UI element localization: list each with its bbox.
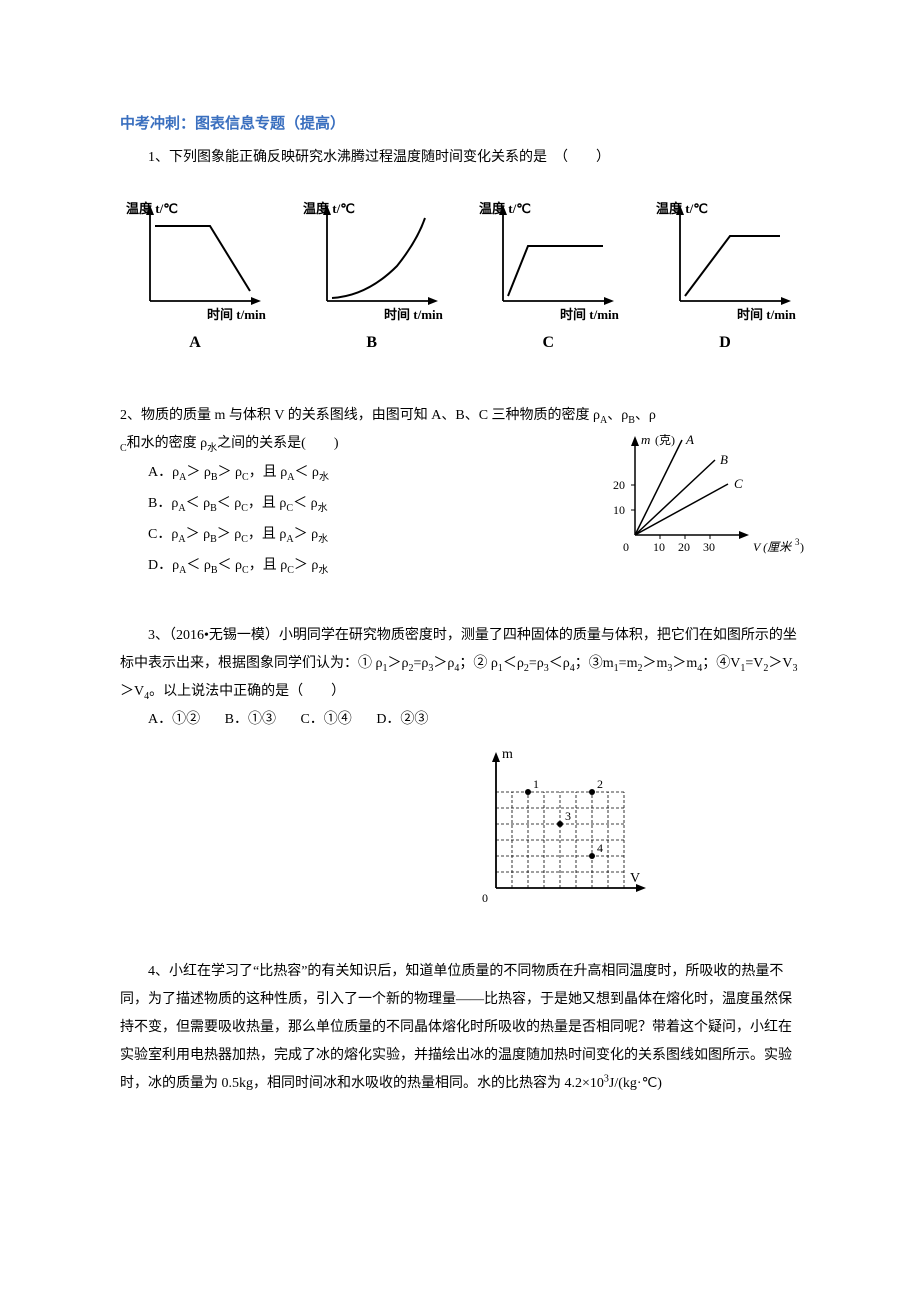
q3-block: 3、（2016•无锡一模）小明同学在研究物质密度时，测量了四种固体的质量与体积，… <box>120 622 800 919</box>
svg-text:4: 4 <box>597 841 603 855</box>
svg-text:3: 3 <box>565 809 571 823</box>
q3-m3: ＞ρ <box>433 656 454 671</box>
q4-body: 4、小红在学习了“比热容”的有关知识后，知道单位质量的不同物质在升高相同温度时，… <box>120 964 792 1091</box>
svg-text:温度 t/℃: 温度 t/℃ <box>126 201 178 216</box>
svg-text:时间 t/min: 时间 t/min <box>207 307 267 322</box>
q1-chart-c: 温度 t/℃ 时间 t/min C <box>473 196 623 358</box>
page-root: 中考冲刺：图表信息专题（提高） 1、下列图象能正确反映研究水沸腾过程温度随时间变… <box>0 0 920 1158</box>
svg-text:10: 10 <box>653 540 665 554</box>
svg-text:温度 t/℃: 温度 t/℃ <box>303 201 355 216</box>
q3-m4: ；② ρ <box>459 656 498 671</box>
q2-intro-end: 之间的关系是( ) <box>217 436 338 451</box>
q1-chart-label: A <box>120 328 270 358</box>
q3-l2m9: ＞V <box>768 656 792 671</box>
q2-graph: 10201020300ABCm(克)V (厘米3) <box>600 430 810 571</box>
q1-chart-a: 温度 t/℃ 时间 t/min A <box>120 196 270 358</box>
q3-graph: 1 2 3 4 m V 0 <box>320 738 800 919</box>
svg-text:10: 10 <box>613 503 625 517</box>
svg-text:温度 t/℃: 温度 t/℃ <box>656 201 708 216</box>
q2-sub-b: B <box>628 415 635 426</box>
svg-text:V: V <box>630 871 640 886</box>
q3-text: 3、（2016•无锡一模）小明同学在研究物质密度时，测量了四种固体的质量与体积，… <box>120 622 800 706</box>
q3-options: A．①② B．①③ C．①④ D．②③ <box>148 706 800 734</box>
svg-text:(克): (克) <box>655 433 675 447</box>
q4-block: 4、小红在学习了“比热容”的有关知识后，知道单位质量的不同物质在升高相同温度时，… <box>120 958 800 1098</box>
q2-sub-water: 水 <box>207 443 217 454</box>
q1-chart-b: 温度 t/℃ 时间 t/min B <box>297 196 447 358</box>
q3-opt-a: A．①② <box>148 712 200 727</box>
q3-l2m4: =m <box>619 656 638 671</box>
svg-text:温度 t/℃: 温度 t/℃ <box>479 201 531 216</box>
q1-chart-label: C <box>473 328 623 358</box>
q1-chart-d: 温度 t/℃ 时间 t/min D <box>650 196 800 358</box>
svg-text:时间 t/min: 时间 t/min <box>384 307 444 322</box>
svg-text:A: A <box>685 432 694 447</box>
svg-text:30: 30 <box>703 540 715 554</box>
q3-l2m5: ＞m <box>642 656 667 671</box>
q3-m1: ＞ρ <box>388 656 409 671</box>
q2-sub-c: C <box>120 443 127 454</box>
q2-intro-p1: 2、物质的质量 m 与体积 V 的关系图线，由图可知 A、B、C 三种物质的密度… <box>120 408 600 423</box>
svg-text:1: 1 <box>533 777 539 791</box>
svg-text:m: m <box>641 432 650 447</box>
q3-l2s10: 3 <box>793 662 798 673</box>
svg-text:20: 20 <box>613 478 625 492</box>
q3-m2: =ρ <box>414 656 429 671</box>
q2-intro-m2: 、ρ <box>635 408 656 423</box>
svg-text:0: 0 <box>482 891 488 905</box>
q3-opt-d: D．②③ <box>376 712 428 727</box>
q3-m5: ＜ρ <box>503 656 524 671</box>
q3-l2m6: ＞m <box>672 656 697 671</box>
svg-text:): ) <box>800 540 804 554</box>
q3-l2m10: ＞V <box>120 684 144 699</box>
q3-opt-b: B．①③ <box>225 712 276 727</box>
q1-chart-label: D <box>650 328 800 358</box>
q2-block: 2、物质的质量 m 与体积 V 的关系图线，由图可知 A、B、C 三种物质的密度… <box>120 402 800 581</box>
q4-text: 4、小红在学习了“比热容”的有关知识后，知道单位质量的不同物质在升高相同温度时，… <box>120 958 800 1098</box>
svg-text:20: 20 <box>678 540 690 554</box>
q3-l2m3: ；③m <box>575 656 614 671</box>
svg-text:m: m <box>502 747 513 762</box>
svg-text:2: 2 <box>597 777 603 791</box>
q3-l2m7: ；④V <box>702 656 740 671</box>
q3-l2m1: =ρ <box>529 656 544 671</box>
svg-text:V (厘米: V (厘米 <box>753 540 793 554</box>
q3-end: 。以上说法中正确的是（ ） <box>149 684 345 699</box>
svg-text:B: B <box>720 452 728 467</box>
q2-intro-p2: 和水的密度 ρ <box>127 436 208 451</box>
q4-end: J/(kg·℃) <box>609 1076 662 1091</box>
page-title: 中考冲刺：图表信息专题（提高） <box>120 110 800 139</box>
q2-intro-m1: 、ρ <box>607 408 628 423</box>
svg-text:C: C <box>734 476 743 491</box>
svg-text:时间 t/min: 时间 t/min <box>560 307 620 322</box>
svg-text:0: 0 <box>623 540 629 554</box>
q3-l2m8: =V <box>745 656 763 671</box>
q1-chart-row: 温度 t/℃ 时间 t/min A 温度 t/℃ 时间 t/min B 温度 t/℃ 时间 t… <box>120 196 800 358</box>
svg-text:时间 t/min: 时间 t/min <box>737 307 797 322</box>
q1-text: 1、下列图象能正确反映研究水沸腾过程温度随时间变化关系的是 （ ） <box>120 145 800 172</box>
q1-chart-label: B <box>297 328 447 358</box>
q3-l2m2: ＜ρ <box>549 656 570 671</box>
q3-opt-c: C．①④ <box>300 712 351 727</box>
